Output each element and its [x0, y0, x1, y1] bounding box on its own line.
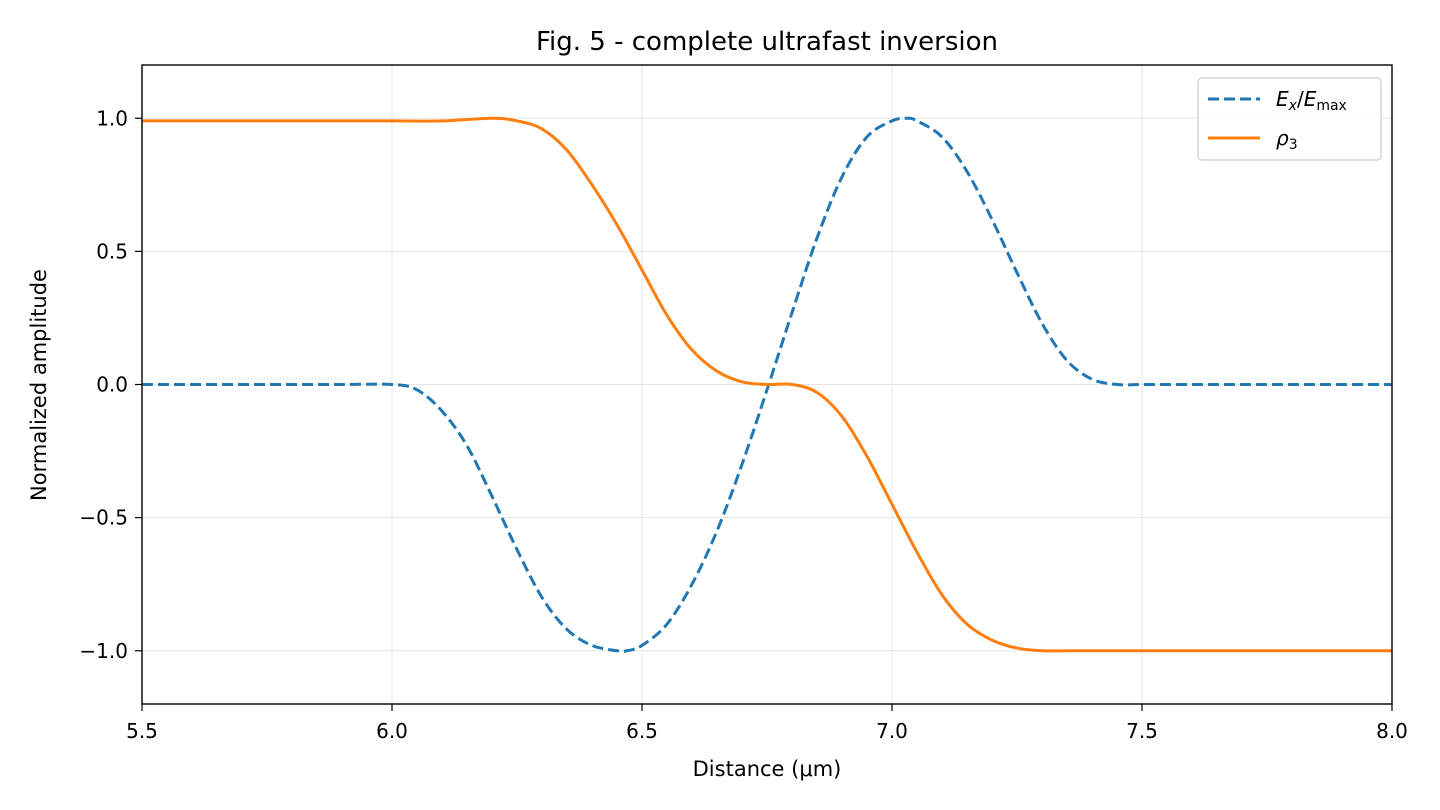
y-axis-label: Normalized amplitude	[27, 269, 51, 501]
x-tick-label: 7.0	[876, 719, 908, 743]
legend-label-rho3: ρ3	[1276, 126, 1298, 153]
y-tick-label: 0.5	[96, 239, 128, 263]
x-tick-label: 6.5	[626, 719, 658, 743]
y-axis-ticks: 1.0 0.5 0.0 −0.5 −1.0	[79, 106, 142, 663]
series-line-rho3	[142, 116, 1392, 653]
y-tick-label: 1.0	[96, 106, 128, 130]
y-tick-label: 0.0	[96, 373, 128, 397]
chart-title: Fig. 5 - complete ultrafast inversion	[536, 27, 998, 57]
legend-label-ex: Ex/Emax	[1276, 87, 1347, 114]
x-axis-ticks: 5.5 6.0 6.5 7.0 7.5 8.0	[126, 704, 1408, 743]
x-tick-label: 6.0	[376, 719, 408, 743]
x-tick-label: 7.5	[1126, 719, 1158, 743]
legend: Ex/Emax ρ3	[1197, 77, 1382, 161]
y-tick-label: −0.5	[79, 506, 128, 530]
series-layer	[142, 116, 1392, 653]
x-tick-label: 8.0	[1376, 719, 1408, 743]
series-line-ex	[142, 116, 1392, 653]
y-tick-label: −1.0	[79, 639, 128, 663]
x-tick-label: 5.5	[126, 719, 158, 743]
x-axis-label: Distance (μm)	[693, 757, 842, 781]
